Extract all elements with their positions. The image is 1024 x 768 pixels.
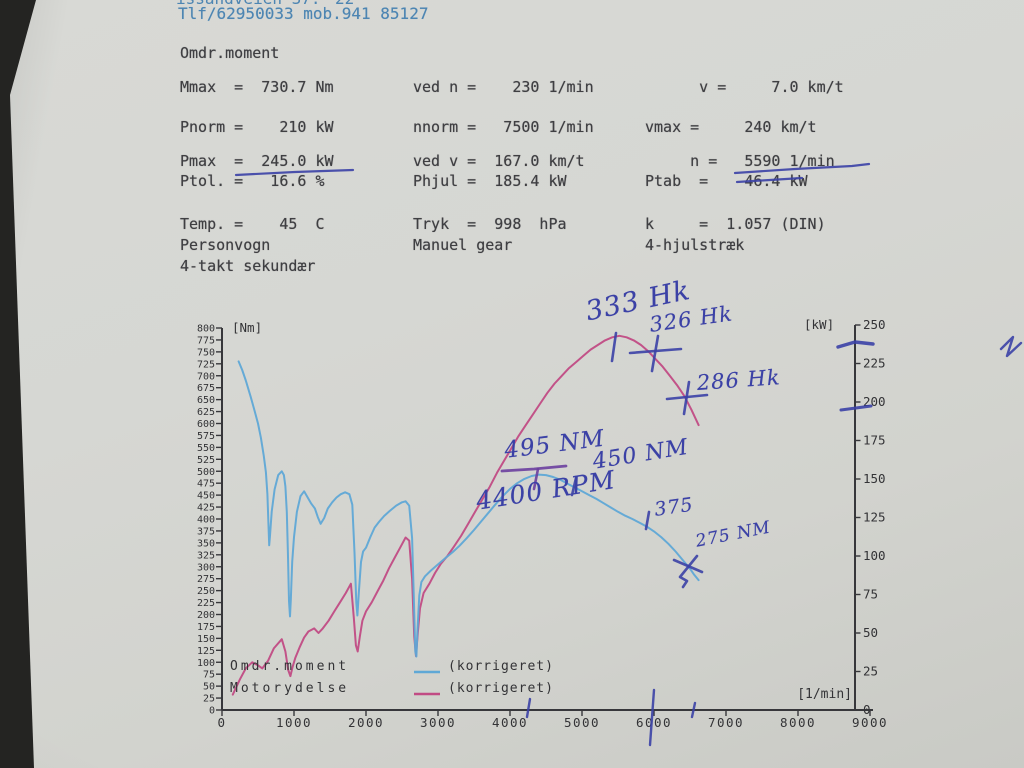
x-axis-tick-label: 7000 <box>708 715 744 730</box>
left-axis-tick-label: 25 <box>203 694 215 705</box>
right-axis-tick-label: 75 <box>863 587 878 602</box>
spec-cell-nnorm: nnorm = 7500 1/min <box>413 118 594 136</box>
right-axis-tick-label: 100 <box>863 548 886 563</box>
left-axis-tick-label: 175 <box>197 622 215 633</box>
legend-label: Omdr.moment <box>230 659 349 674</box>
left-axis-tick-label: 425 <box>197 503 215 514</box>
right-axis-tick-label: 0 <box>863 702 871 717</box>
left-axis-tick-label: 575 <box>197 431 215 442</box>
left-axis-tick-label: 475 <box>197 479 215 490</box>
spec-cell-drive: 4-hjulstræk <box>645 236 745 254</box>
legend-qualifier: (korrigeret) <box>448 681 554 696</box>
left-axis-tick-label: 125 <box>197 646 215 657</box>
left-axis-unit-label: [Nm] <box>232 320 262 335</box>
pen-stroke <box>999 335 1023 358</box>
left-axis-tick-label: 550 <box>197 443 215 454</box>
left-axis-tick-label: 600 <box>197 419 215 430</box>
x-axis-tick-label: 9000 <box>852 715 888 730</box>
series-motorydelse <box>231 334 700 696</box>
right-axis-tick-label: 200 <box>863 394 886 409</box>
clipped-address-fragment: issandveien 37. <box>176 0 321 8</box>
left-axis-tick-label: 0 <box>209 706 215 717</box>
spec-readout: Mmax = 730.7 Nm ved n = 230 1/min v = 7.… <box>10 0 1024 300</box>
left-axis-tick-label: 275 <box>197 574 215 585</box>
left-axis-tick-label: 450 <box>197 491 215 502</box>
left-axis-tick-label: 675 <box>197 383 215 394</box>
spec-row: Temp. = 45 C Tryk = 998 hPa k = 1.057 (D… <box>10 215 1024 233</box>
spec-row: 4-takt sekundær <box>10 257 1024 275</box>
left-axis-tick-label: 775 <box>197 335 215 346</box>
left-axis-tick-label: 750 <box>197 347 215 358</box>
left-axis-tick-label: 700 <box>197 371 215 382</box>
left-axis-tick-label: 75 <box>203 670 215 681</box>
spec-cell-n: n = 5590 1/min <box>645 152 835 170</box>
left-axis-tick-label: 300 <box>197 562 215 573</box>
left-axis-tick-label: 725 <box>197 359 215 370</box>
spec-row: Pmax = 245.0 kW ved v = 167.0 km/t n = 5… <box>10 152 1024 170</box>
spec-row: Pnorm = 210 kW nnorm = 7500 1/min vmax =… <box>10 118 1024 136</box>
spec-cell-gear: Manuel gear <box>413 236 513 254</box>
left-axis-tick-label: 800 <box>197 324 215 335</box>
phone-line: Tlf/62950033 mob.941 85127 <box>178 4 429 23</box>
legend-label: Motorydelse <box>230 681 349 696</box>
spec-row: Personvogn Manuel gear 4-hjulstræk <box>10 236 1024 254</box>
right-axis-tick-label: 25 <box>863 664 878 679</box>
x-axis-unit-label: [1/min] <box>797 687 852 702</box>
spec-cell-phjul: Phjul = 185.4 kW <box>413 172 567 190</box>
spec-cell-ptab: Ptab = 46.4 kW <box>645 172 808 190</box>
x-axis-tick-label: 8000 <box>780 715 816 730</box>
spec-cell-ved-v: ved v = 167.0 km/t <box>413 152 585 170</box>
left-axis-tick-label: 625 <box>197 407 215 418</box>
x-axis-tick-label: 3000 <box>420 715 456 730</box>
left-axis-tick-label: 650 <box>197 395 215 406</box>
right-axis-tick-label: 250 <box>863 317 886 332</box>
spec-cell-tryk: Tryk = 998 hPa <box>413 215 567 233</box>
left-axis-tick-label: 200 <box>197 610 215 621</box>
spec-cell-pnorm: Pnorm = 210 kW <box>180 118 334 136</box>
spec-cell-v: v = 7.0 km/t <box>645 78 844 96</box>
left-axis-tick-label: 525 <box>197 455 215 466</box>
section-title: Omdr.moment <box>180 44 280 62</box>
right-axis-tick-label: 225 <box>863 356 886 371</box>
left-axis-tick-label: 500 <box>197 467 215 478</box>
x-axis-tick-label: 5000 <box>564 715 600 730</box>
left-axis-tick-label: 225 <box>197 598 215 609</box>
legend-qualifier: (korrigeret) <box>448 659 554 674</box>
left-axis-tick-label: 50 <box>203 682 215 693</box>
left-axis-tick-label: 375 <box>197 526 215 537</box>
spec-cell-ptol: Ptol. = 16.6 % <box>180 172 325 190</box>
right-axis-unit-label: [kW] <box>804 317 834 332</box>
x-axis-tick-label: 1000 <box>276 715 312 730</box>
spec-row: Mmax = 730.7 Nm ved n = 230 1/min v = 7.… <box>10 78 1024 96</box>
left-axis-tick-label: 325 <box>197 550 215 561</box>
right-axis-tick-label: 150 <box>863 471 886 486</box>
spec-cell-vmax: vmax = 240 km/t <box>645 118 817 136</box>
right-axis-tick-label: 125 <box>863 510 886 525</box>
x-axis-tick-label: 2000 <box>348 715 384 730</box>
left-axis-tick-label: 250 <box>197 586 215 597</box>
spec-cell-engine-type: 4-takt sekundær <box>180 257 316 275</box>
left-axis-tick-label: 100 <box>197 658 215 669</box>
left-axis-tick-label: 350 <box>197 538 215 549</box>
left-axis-tick-label: 400 <box>197 515 215 526</box>
x-axis-tick-label: 0 <box>217 715 226 730</box>
spec-cell-temp: Temp. = 45 C <box>180 215 325 233</box>
right-axis-tick-label: 175 <box>863 433 886 448</box>
dyno-chart: 0255075100125150175200225250275300325350… <box>197 317 888 730</box>
right-axis-tick-label: 50 <box>863 625 878 640</box>
spec-cell-vehicle-type: Personvogn <box>180 236 271 254</box>
spec-cell-pmax: Pmax = 245.0 kW <box>180 152 334 170</box>
spec-cell-k: k = 1.057 (DIN) <box>645 215 826 233</box>
spec-cell-mmax: Mmax = 730.7 Nm <box>180 78 334 96</box>
spec-cell-ved-n: ved n = 230 1/min <box>413 78 594 96</box>
left-axis-tick-label: 150 <box>197 634 215 645</box>
x-axis-tick-label: 6000 <box>636 715 672 730</box>
x-axis-tick-label: 4000 <box>492 715 528 730</box>
series-omdr-moment <box>237 360 700 658</box>
spec-row: Ptol. = 16.6 % Phjul = 185.4 kW Ptab = 4… <box>10 172 1024 190</box>
clipped-header-region: issandveien 37. 22 <box>10 0 1024 8</box>
clipped-address-fragment-right: 22 <box>335 0 354 8</box>
